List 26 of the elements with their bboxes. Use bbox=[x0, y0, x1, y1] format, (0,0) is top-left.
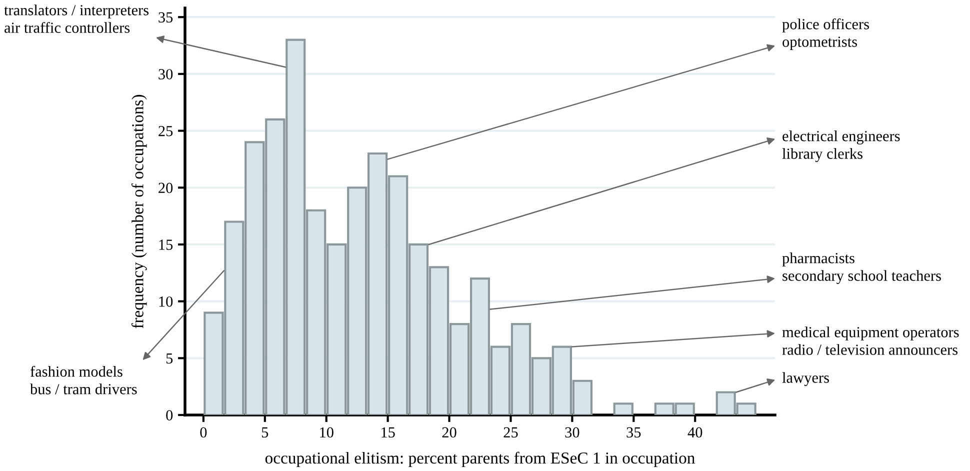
x-tick-label: 25 bbox=[504, 427, 518, 438]
annotation: pharmacists secondary school teachers bbox=[782, 252, 941, 284]
x-tick-label: 30 bbox=[565, 427, 580, 438]
y-tick-label: 35 bbox=[158, 12, 173, 23]
annotation: electrical engineers library clerks bbox=[782, 130, 900, 162]
y-tick-label: 20 bbox=[158, 182, 173, 194]
annotation: police officers optometrists bbox=[782, 18, 869, 50]
x-tick-label: 40 bbox=[688, 427, 702, 438]
y-tick-label: 10 bbox=[159, 296, 173, 307]
x-tick-label: 5 bbox=[262, 427, 268, 438]
y-tick-label: 25 bbox=[158, 126, 173, 136]
x-tick-label: 35 bbox=[626, 427, 641, 438]
x-tick-label: 20 bbox=[442, 427, 456, 438]
x-tick-label: 10 bbox=[320, 427, 334, 438]
x-tick-label: 15 bbox=[382, 427, 395, 438]
x-axis-title: occupational elitism: percent parents from ESeC 1 in occupation bbox=[265, 452, 695, 468]
x-tick-label: 0 bbox=[200, 427, 207, 438]
y-tick-label: 30 bbox=[158, 69, 173, 80]
annotation: medical equipment operators radio / television announcers bbox=[782, 326, 959, 355]
y-tick-label: 0 bbox=[166, 410, 173, 420]
y-tick-label: 5 bbox=[166, 353, 173, 364]
y-axis-title: frequency (number of occupations) bbox=[131, 94, 147, 328]
annotation: lawyers bbox=[782, 372, 829, 386]
y-tick-label: 15 bbox=[159, 240, 173, 250]
annotation: translators / interpreters air traffic controllers bbox=[4, 4, 149, 33]
annotation: fashion models bus / tram drivers bbox=[30, 366, 137, 394]
